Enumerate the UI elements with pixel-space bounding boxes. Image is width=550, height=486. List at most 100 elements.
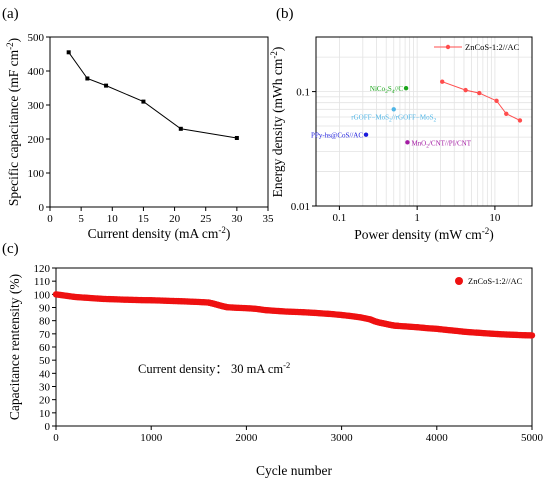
panel-b-ticks: 0.1 1 10 0.01 0.1 <box>291 87 501 224</box>
panel-b-series-line <box>442 81 521 121</box>
panel-b-legend: ZnCoS-1:2//AC <box>434 42 520 52</box>
panel-c-xtick-label: 5000 <box>521 432 544 444</box>
panel-c-ytick-label: 100 <box>34 289 51 301</box>
panel-b-reference-point <box>391 107 396 112</box>
panel-a-xtick-label: 25 <box>200 213 212 225</box>
panel-a-xtick-label: 30 <box>231 213 243 225</box>
panel-a-point <box>178 126 183 131</box>
panel-a-xtick-label: 10 <box>107 213 119 225</box>
panel-b-xtick-label: 1 <box>414 212 420 224</box>
panel-b-references: NiCo2S4//CrGOFF−MoS2//rGOFF−MoS2PPy-hs@C… <box>311 85 472 149</box>
panel-b-reference-label-part: /CNT//PI/CNT <box>429 139 472 147</box>
panel-a-ytick-label: 400 <box>28 66 45 78</box>
panel-b-reference-label-part: S <box>388 85 392 93</box>
panel-b-reference-label-part: PPy-hs@CoS//AC <box>311 132 363 140</box>
panel-a-xtick-label: 15 <box>138 213 150 225</box>
panel-b-reference-label: MnO2/CNT//PI/CNT <box>411 139 471 149</box>
panel-b-chart: 0.1 1 100.010.1 NiCo2S4//CrGOFF−MoS2//rGOF… <box>269 36 533 242</box>
panel-c-ytick-label: 110 <box>34 276 51 288</box>
panel-c-annotation: Current density： 30 mA cm-2 <box>138 360 290 376</box>
panel-c-xtick-label: 3000 <box>331 432 354 444</box>
panel-a-ytick-label: 500 <box>28 32 45 44</box>
panel-b-ytick-label: 0.01 <box>291 201 310 213</box>
panel-b-point <box>517 118 523 123</box>
panel-a-label: (a) <box>2 6 19 22</box>
panel-c-legend-marker <box>455 277 463 285</box>
panel-b-point <box>494 98 499 104</box>
panel-c-legend: ZnCoS-1:2//AC <box>455 276 523 286</box>
panel-c-ytick-label: 90 <box>39 303 51 315</box>
panel-b-reference-label-part: //C <box>394 85 403 93</box>
panel-c-ytick-label: 40 <box>39 368 51 380</box>
panel-c-xtick-label: 1000 <box>140 432 163 444</box>
panel-c-ytick-label: 80 <box>39 316 51 328</box>
panel-c-xtick-label: 0 <box>53 432 59 444</box>
panel-c-xtick-label: 2000 <box>235 432 258 444</box>
panel-a-point <box>104 83 109 88</box>
panel-b-point <box>463 87 468 93</box>
panel-b-reference-label: NiCo2S4//C <box>370 85 403 95</box>
panel-c-ytick-label: 20 <box>39 395 51 407</box>
panel-a-xtick-label: 20 <box>169 213 181 225</box>
panel-b-xtick-label: 10 <box>489 212 501 224</box>
panel-b-ytick-label: 0.1 <box>296 87 310 99</box>
panel-a-series-line <box>68 52 237 139</box>
panel-c-ytick-label: 50 <box>39 355 51 367</box>
panel-a-xtick-label: 0 <box>47 213 53 225</box>
panel-a-ticks: 0 5 10 15 20 25 30 35 0 100 200 300 400 500 <box>28 32 275 225</box>
panel-b-ylabel: Energy density (mWh cm-2) <box>269 47 285 198</box>
panel-a-frame <box>49 36 269 208</box>
panel-b-reference-label: rGOFF−MoS2//rGOFF−MoS2 <box>351 113 436 123</box>
panel-b-label: (b) <box>276 6 294 22</box>
panel-a-xlabel: Current density (mA cm-2) <box>88 225 231 241</box>
panel-c-ytick-label: 120 <box>34 263 51 275</box>
panel-b-reference-label: PPy-hs@CoS//AC <box>311 132 363 140</box>
panel-a-ytick-label: 200 <box>28 134 45 146</box>
panel-c-label: (c) <box>2 241 19 257</box>
panel-b-reference-point <box>405 140 410 145</box>
panel-c-marks <box>52 291 536 339</box>
panel-a-point <box>141 99 146 104</box>
panel-c-frame <box>55 267 533 427</box>
panel-b-legend-marker <box>445 44 451 50</box>
panel-a-point <box>234 135 239 140</box>
panel-b-reference-label-part: 2 <box>433 117 436 123</box>
panel-b-reference-point <box>403 86 409 91</box>
panel-a-ytick-label: 100 <box>28 168 45 180</box>
panel-b-reference-point <box>363 132 369 137</box>
panel-b-grid <box>316 37 533 207</box>
panel-c-ytick-label: 10 <box>39 408 51 420</box>
panel-b-reference-label-part: 2 <box>385 89 388 95</box>
panel-c-ytick-label: 0 <box>45 421 51 433</box>
panel-b-xtick-label: 0.1 <box>333 212 347 224</box>
panel-c-ytick-label: 60 <box>39 342 51 354</box>
panel-b-reference-label-part: 2 <box>426 143 429 149</box>
panel-a-ytick-label: 300 <box>28 100 45 112</box>
panel-b-reference-label-part: NiCo <box>370 85 386 93</box>
panel-b-point <box>504 111 509 116</box>
panel-c-legend-label: ZnCoS-1:2//AC <box>468 276 523 286</box>
panel-b-reference-label-part: 4 <box>392 89 395 95</box>
panel-a-xtick-label: 35 <box>263 213 275 225</box>
panel-a-marks <box>66 50 239 140</box>
panel-b-reference-label-part: MnO <box>411 139 426 147</box>
panel-b-point <box>477 90 482 96</box>
panel-c-xlabel: Cycle number <box>256 463 333 478</box>
panel-b-reference-label-part: rGOFF−MoS <box>351 113 389 121</box>
panel-c-ytick-label: 70 <box>39 329 51 341</box>
panel-b-marks <box>440 79 523 123</box>
panel-b-frame <box>315 36 533 207</box>
panel-a-ytick-label: 0 <box>39 202 45 214</box>
panel-a-ylabel: Specific capacitance (mF cm-2) <box>5 38 21 206</box>
panel-a-xtick-label: 5 <box>78 213 84 225</box>
panel-c-ytick-label: 30 <box>39 382 51 394</box>
panel-a-point <box>66 50 71 55</box>
panel-a-chart: 0 5 10 15 20 25 30 35 0 100 200 300 400 500 Current d… <box>5 32 274 241</box>
panel-b-legend-label: ZnCoS-1:2//AC <box>465 42 520 52</box>
panel-b-reference-label-part: 2 <box>389 117 392 123</box>
panel-a-point <box>85 76 90 81</box>
panel-c-ylabel: Capacitance rentensity (%) <box>7 274 22 420</box>
